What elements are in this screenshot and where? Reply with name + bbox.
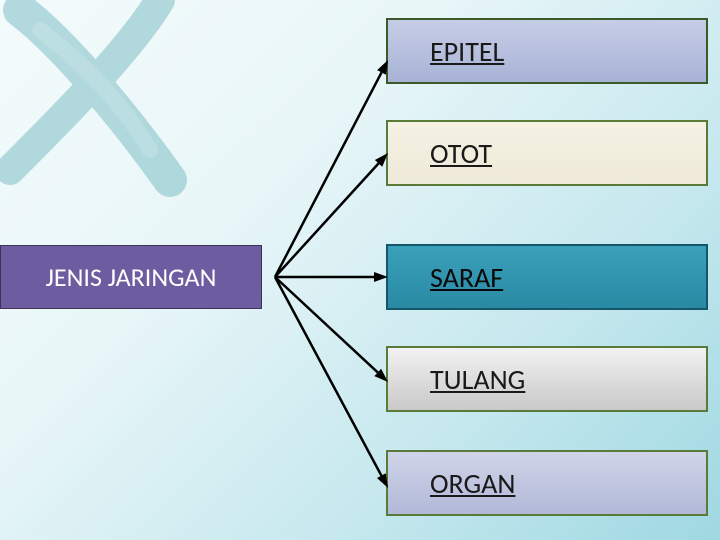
target-label-organ: ORGAN [388, 466, 706, 501]
target-node-otot[interactable]: OTOT [386, 120, 708, 186]
target-node-tulang[interactable]: TULANG [386, 346, 708, 412]
target-label-epitel: EPITEL [388, 34, 706, 69]
source-label: JENIS JARINGAN [1, 261, 261, 293]
target-node-organ[interactable]: ORGAN [386, 450, 708, 516]
target-label-otot: OTOT [388, 136, 706, 171]
target-node-saraf[interactable]: SARAF [386, 244, 708, 310]
arrow-line-1 [275, 163, 379, 277]
source-node-jenis-jaringan: JENIS JARINGAN [0, 245, 262, 309]
arrow-line-0 [275, 72, 382, 277]
target-label-saraf: SARAF [388, 260, 706, 295]
arrow-line-4 [275, 277, 381, 476]
diagram-stage: JENIS JARINGAN EPITEL OTOT SARAF TULANG ORGA… [0, 0, 720, 540]
target-node-epitel[interactable]: EPITEL [386, 18, 708, 84]
arrow-line-3 [275, 277, 378, 372]
target-label-tulang: TULANG [388, 362, 706, 397]
